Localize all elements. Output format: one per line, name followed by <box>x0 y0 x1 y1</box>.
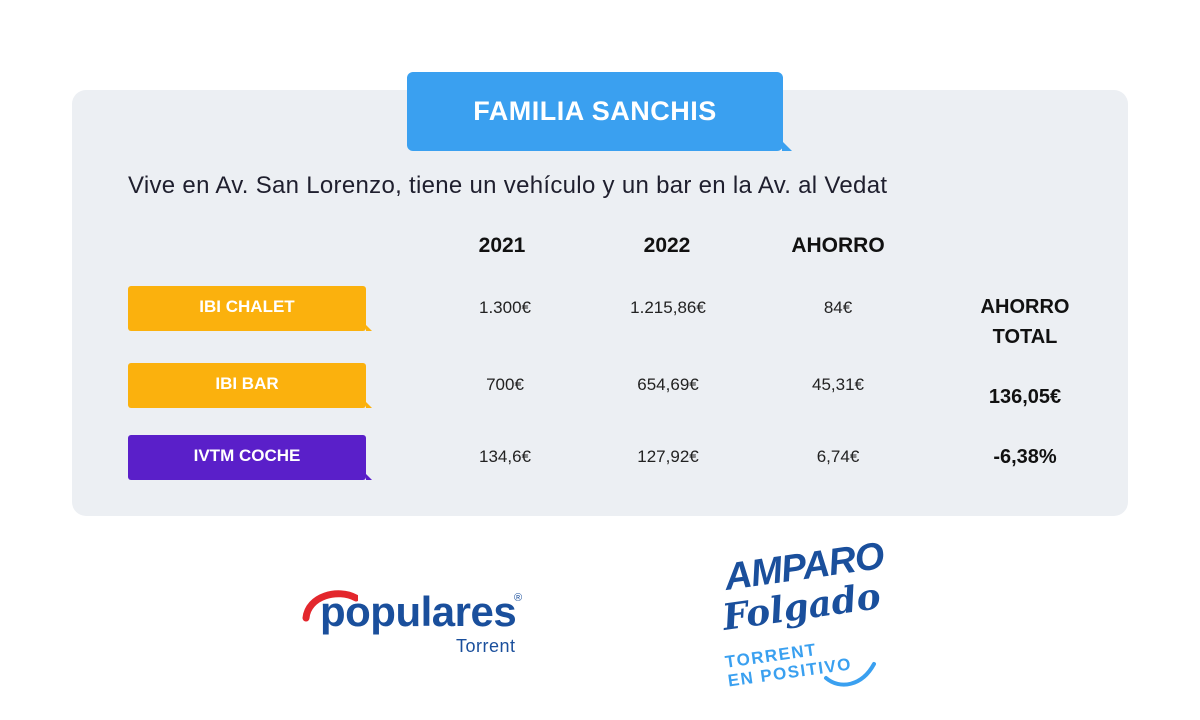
amparo-folgado-logo: AMPARO Folgado TORRENT EN POSITIVO <box>712 535 886 700</box>
family-title: FAMILIA SANCHIS <box>407 72 792 151</box>
column-header-ahorro: AHORRO <box>791 234 885 257</box>
row-label-ibi-chalet: IBI CHALET <box>128 286 372 331</box>
family-description: Vive en Av. San Lorenzo, tiene un vehícu… <box>128 172 888 199</box>
total-label-line1: AHORRO <box>980 296 1070 318</box>
total-label: AHORRO TOTAL <box>981 292 1070 352</box>
family-title-text: FAMILIA SANCHIS <box>473 96 717 126</box>
total-percent: -6,38% <box>993 446 1057 468</box>
populares-arc-icon <box>302 590 358 622</box>
registered-mark: ® <box>514 592 523 604</box>
smile-curve-icon <box>824 662 876 687</box>
cell-2021-ibi-chalet: 1.300€ <box>479 298 531 317</box>
total-amount: 136,05€ <box>988 386 1062 408</box>
cell-2022-ibi-chalet: 1.215,86€ <box>630 298 706 317</box>
column-header-2021: 2021 <box>478 234 526 257</box>
row-label-ibi-bar: IBI BAR <box>128 363 372 408</box>
cell-2022-ivtm-coche: 127,92€ <box>637 447 699 466</box>
populares-torrent-logo: populares ® Torrent <box>298 588 530 658</box>
cell-ahorro-ivtm-coche: 6,74€ <box>816 447 860 466</box>
cell-ahorro-ibi-chalet: 84€ <box>823 298 853 317</box>
populares-city: Torrent <box>456 636 516 656</box>
column-header-2022: 2022 <box>643 234 691 257</box>
populares-wordmark: populares <box>320 588 517 635</box>
cell-2021-ivtm-coche: 134,6€ <box>479 447 531 466</box>
row-label-ivtm-coche: IVTM COCHE <box>128 435 372 480</box>
total-label-line2: TOTAL <box>992 326 1058 348</box>
cell-2022-ibi-bar: 654,69€ <box>637 375 699 394</box>
cell-2021-ibi-bar: 700€ <box>486 375 524 394</box>
cell-ahorro-ibi-bar: 45,31€ <box>812 375 864 394</box>
